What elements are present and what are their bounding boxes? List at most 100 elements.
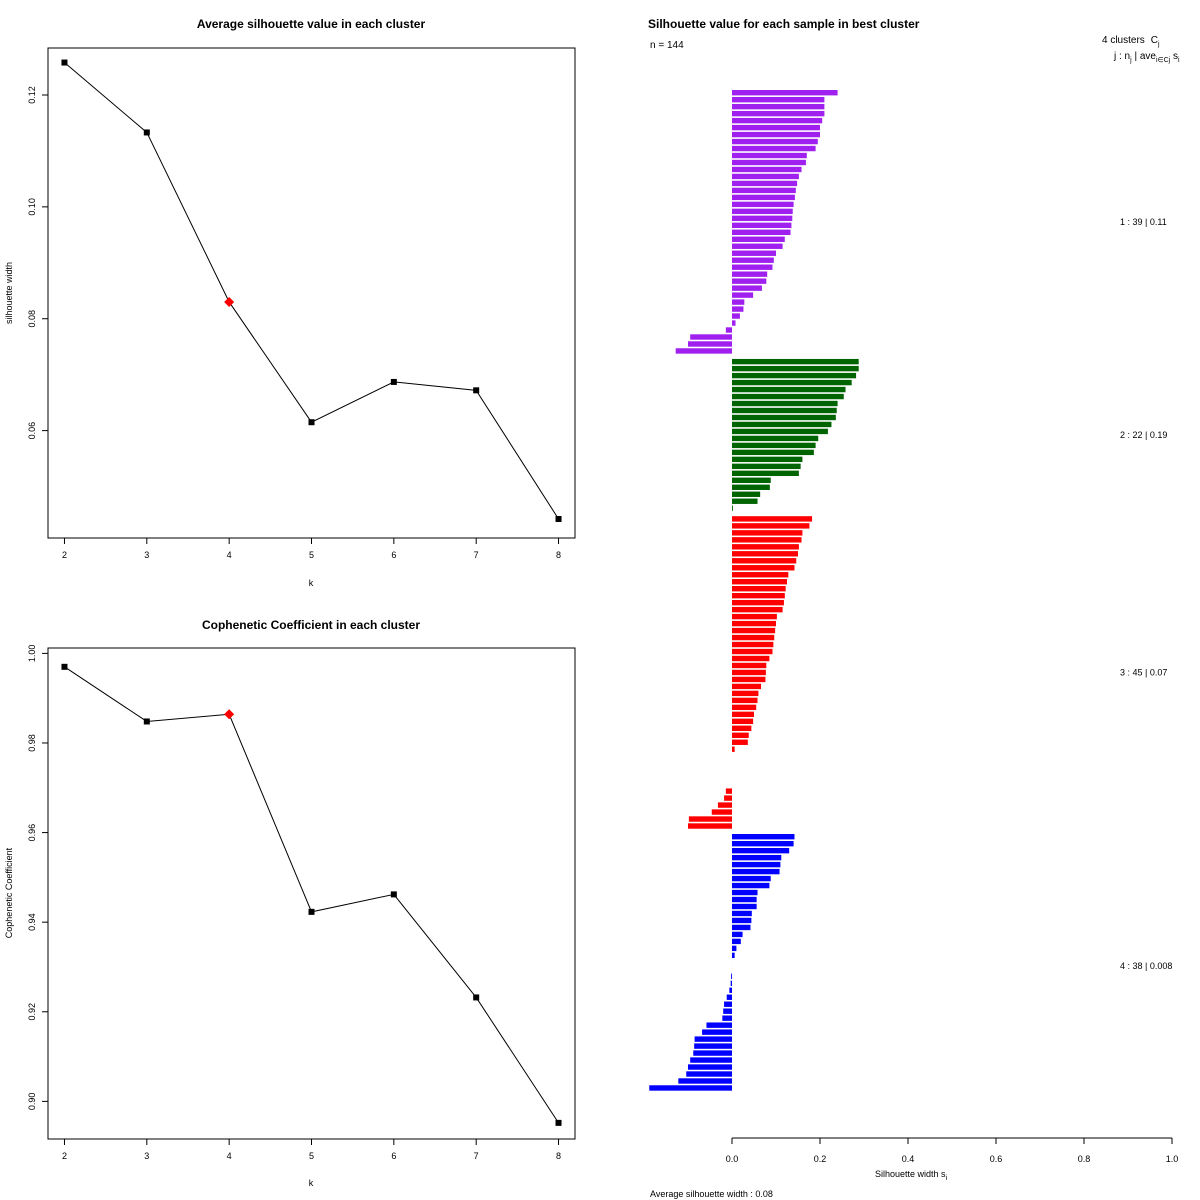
x-tick-label: 7 — [474, 1151, 479, 1161]
silhouette-bar — [732, 938, 741, 945]
plot-frame — [47, 647, 576, 1140]
x-tick-label: 5 — [309, 1151, 314, 1161]
silhouette-bar — [732, 586, 786, 592]
data-point — [143, 129, 150, 136]
silhouette-bar — [732, 655, 770, 662]
silhouette-bar — [732, 264, 773, 270]
silhouette-bar — [732, 840, 794, 847]
silhouette-bar-chart: Silhouette value for each sample in best… — [648, 17, 1180, 1199]
series-line — [64, 62, 559, 520]
legend-header: 4 clusters Cj j : nj | avei∈Cj si — [1102, 35, 1180, 64]
silhouette-bar — [688, 341, 732, 347]
y-ticks: 0.90 0.92 0.94 0.96 0.98 1.00 — [27, 645, 48, 1110]
series — [61, 59, 562, 522]
silhouette-bar — [729, 987, 732, 993]
silhouette-bar — [732, 414, 836, 421]
silhouette-bar — [732, 229, 791, 235]
x-tick-label: 4 — [227, 1151, 232, 1161]
header-si-sub: i — [1178, 57, 1180, 64]
silhouette-bar — [732, 306, 744, 312]
silhouette-bar — [732, 634, 775, 641]
header-cj: C — [1151, 35, 1158, 46]
silhouette-bar — [732, 565, 795, 571]
silhouette-bar — [730, 980, 732, 986]
silhouette-bar — [732, 456, 803, 463]
silhouette-bar — [732, 299, 745, 305]
silhouette-bar — [732, 194, 795, 201]
best-k-point — [224, 296, 235, 307]
silhouette-bar — [732, 889, 758, 896]
silhouette-bar — [732, 236, 785, 242]
silhouette-bar — [688, 816, 732, 822]
silhouette-bar — [732, 145, 816, 152]
average-width-footer: Average silhouette width : 0.08 — [650, 1189, 773, 1199]
silhouette-bar — [693, 1050, 732, 1056]
silhouette-bar — [732, 379, 852, 386]
x-tick-label: 7 — [474, 550, 479, 560]
header-ave-sub: i∈Cj — [1156, 57, 1171, 64]
silhouette-bar — [688, 823, 732, 829]
silhouette-bar — [732, 90, 838, 96]
silhouette-bar — [732, 558, 797, 564]
silhouette-bar — [732, 470, 799, 477]
silhouette-bar — [722, 1015, 732, 1021]
data-point — [473, 994, 480, 1001]
silhouette-bar — [732, 676, 766, 683]
silhouette-bar — [711, 809, 732, 815]
silhouette-bar — [732, 599, 784, 606]
silhouette-bar — [732, 393, 844, 400]
silhouette-bar — [688, 1064, 732, 1070]
x-axis-label: k — [309, 1178, 314, 1188]
silhouette-bar — [732, 477, 771, 483]
silhouette-bar — [732, 537, 802, 543]
silhouette-bar — [690, 1057, 732, 1063]
x-tick-label: 2 — [62, 550, 67, 560]
x-ticks: 2 3 4 5 6 7 8 — [62, 538, 561, 560]
silhouette-bar — [732, 449, 814, 456]
header-si: s — [1170, 51, 1178, 62]
silhouette-bar — [675, 348, 732, 354]
silhouette-bar — [732, 551, 798, 557]
x-axis-label: Silhouette width s — [875, 1169, 946, 1179]
silhouette-bar — [732, 620, 776, 627]
svg-text:j : nj | avei∈Cj si: j : nj | avei∈Cj si — [1113, 51, 1180, 64]
silhouette-bar — [732, 697, 758, 704]
silhouette-bar — [732, 613, 777, 620]
silhouette-bar — [732, 138, 818, 145]
silhouette-bar — [731, 973, 732, 979]
silhouette-bar — [732, 215, 793, 222]
y-tick-label: 0.98 — [27, 734, 37, 752]
silhouette-bar — [732, 442, 816, 449]
silhouette-bar — [732, 131, 820, 138]
y-tick-label: 0.94 — [27, 913, 37, 931]
silhouette-bar — [702, 1029, 732, 1035]
silhouette-bar — [732, 271, 768, 277]
silhouette-bar — [732, 491, 761, 497]
chart-title: Silhouette value for each sample in best… — [648, 17, 920, 31]
header-j-n: j : n — [1113, 51, 1130, 62]
silhouette-bar — [732, 173, 799, 180]
silhouette-bar — [732, 152, 807, 159]
silhouette-bar — [732, 739, 748, 745]
silhouette-bar — [732, 924, 751, 931]
silhouette-bar — [732, 159, 806, 166]
silhouette-bar — [732, 201, 794, 208]
silhouette-bar — [732, 428, 828, 435]
data-point — [390, 891, 397, 898]
x-tick-label: 8 — [556, 1151, 561, 1161]
silhouette-bar — [732, 516, 813, 522]
x-tick-label: 6 — [391, 1151, 396, 1161]
cluster-label: 4 : 38 | 0.008 — [1120, 961, 1172, 971]
silhouette-bar — [706, 1022, 732, 1028]
silhouette-bar — [732, 903, 757, 910]
silhouette-bar — [732, 124, 820, 131]
x-tick-label: 4 — [227, 550, 232, 560]
silhouette-bar — [732, 683, 762, 690]
silhouette-bar — [732, 463, 801, 470]
silhouette-bar — [732, 704, 757, 711]
silhouette-bar — [732, 847, 790, 854]
silhouette-bar — [686, 1071, 732, 1077]
silhouette-bar — [732, 572, 789, 578]
silhouette-bar — [732, 435, 819, 442]
